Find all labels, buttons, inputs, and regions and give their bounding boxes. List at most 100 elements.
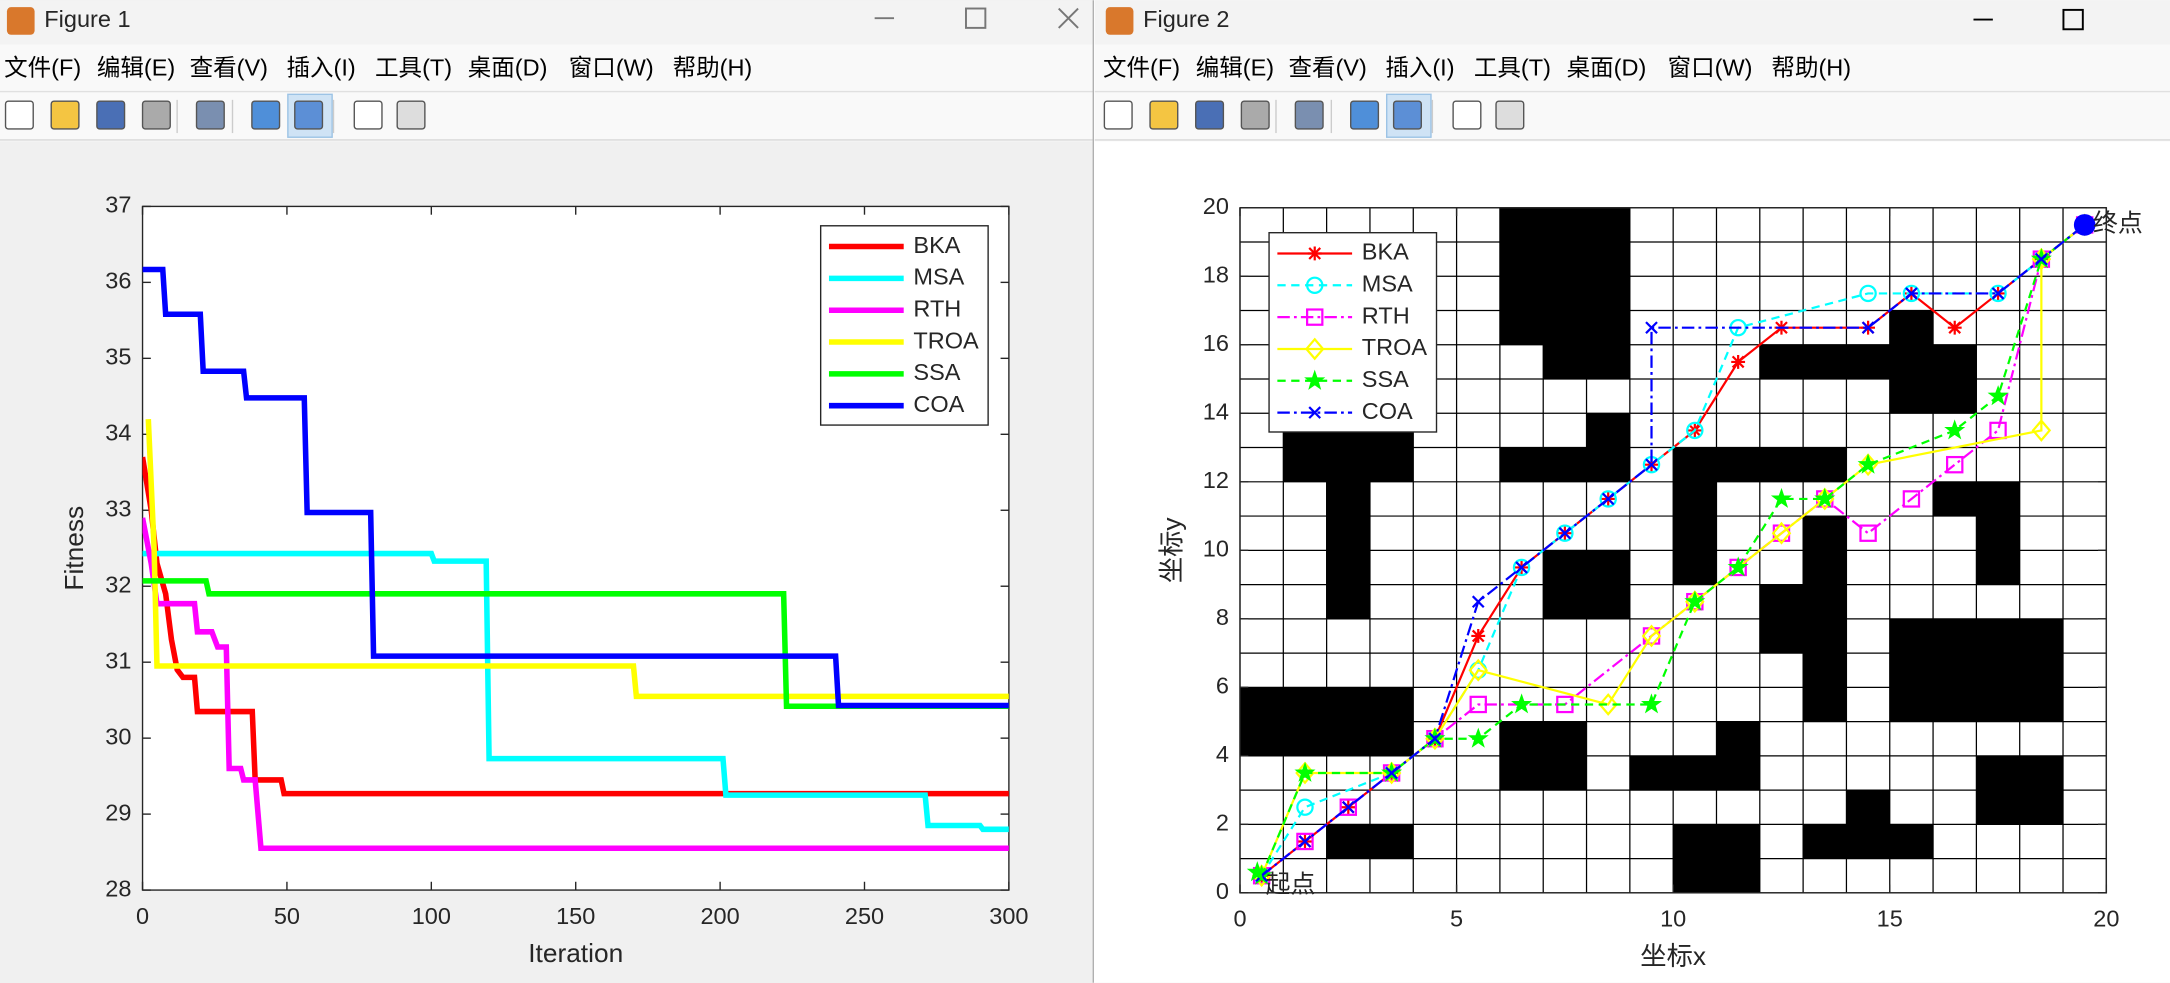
marker xyxy=(1861,321,1875,334)
y-tick-label: 37 xyxy=(105,192,131,218)
y-tick-label: 29 xyxy=(105,799,131,825)
toolbar-button[interactable] xyxy=(1149,100,1179,130)
menu-item[interactable]: 查看(V) xyxy=(1288,55,1366,81)
marker xyxy=(1686,421,1704,440)
legend-label: COA xyxy=(913,391,964,417)
y-tick-label: 20 xyxy=(1203,193,1229,219)
obstacle xyxy=(1673,481,1717,585)
x-axis-label: 坐标x xyxy=(1640,941,1706,971)
y-axis-label: Fitness xyxy=(59,506,89,591)
marker xyxy=(1515,561,1528,574)
menu-item[interactable]: 文件(F) xyxy=(1103,55,1180,81)
menu-item[interactable]: 桌面(D) xyxy=(1567,55,1647,81)
x-tick-label: 50 xyxy=(274,903,300,929)
marker xyxy=(2031,419,2052,442)
marker xyxy=(1857,453,1879,474)
y-tick-label: 2 xyxy=(1216,810,1229,836)
menu-item[interactable]: 工具(T) xyxy=(375,55,452,81)
marker xyxy=(1770,487,1792,508)
y-tick-label: 30 xyxy=(105,723,131,749)
marker xyxy=(1859,524,1877,542)
toolbar-button[interactable] xyxy=(1240,100,1270,130)
obstacle xyxy=(1629,755,1760,791)
marker xyxy=(1306,308,1324,326)
legend-label: MSA xyxy=(1362,271,1413,297)
toolbar-button[interactable] xyxy=(353,100,383,130)
toolbar-button[interactable] xyxy=(294,100,324,130)
y-tick-label: 35 xyxy=(105,344,131,370)
y-tick-label: 6 xyxy=(1216,673,1229,699)
marker xyxy=(1731,355,1746,369)
annotation: 终点 xyxy=(2093,209,2143,237)
marker xyxy=(1294,761,1316,782)
menu-item[interactable]: 编辑(E) xyxy=(97,55,175,81)
menu-item[interactable]: 窗口(W) xyxy=(1668,55,1753,81)
toolbar-button[interactable] xyxy=(141,100,171,130)
y-tick-label: 0 xyxy=(1216,878,1229,904)
x-tick-label: 250 xyxy=(845,903,884,929)
menu-item[interactable]: 帮助(H) xyxy=(673,55,753,81)
close-button[interactable] xyxy=(1058,7,1079,29)
maximize-button[interactable] xyxy=(965,7,987,29)
marker xyxy=(1339,798,1358,816)
legend-label: TROA xyxy=(1362,334,1428,360)
toolbar-button[interactable] xyxy=(1452,100,1482,130)
marker xyxy=(1902,490,1921,508)
window-title: Figure 2 xyxy=(1143,6,1229,32)
marker xyxy=(1304,369,1326,390)
marker xyxy=(1640,693,1663,714)
menu-item[interactable]: 窗口(W) xyxy=(569,55,654,81)
legend-label: SSA xyxy=(1362,366,1409,392)
menu-item[interactable]: 文件(F) xyxy=(4,55,81,81)
series-line xyxy=(142,578,1009,710)
toolbar-button[interactable] xyxy=(251,100,281,130)
toolbar-button[interactable] xyxy=(50,100,80,130)
x-tick-label: 10 xyxy=(1660,906,1686,932)
marker xyxy=(1428,732,1442,746)
marker xyxy=(1947,320,1962,335)
maximize-button[interactable] xyxy=(2062,8,2084,31)
obstacle xyxy=(1716,721,1760,756)
menu-item[interactable]: 查看(V) xyxy=(190,55,268,81)
toolbar-button[interactable] xyxy=(1195,100,1225,130)
obstacle xyxy=(1889,310,1934,345)
marker xyxy=(1556,524,1574,542)
menu-item[interactable]: 帮助(H) xyxy=(1771,55,1851,81)
toolbar-button[interactable] xyxy=(1294,100,1324,130)
toolbar-button[interactable] xyxy=(396,100,426,130)
y-tick-label: 31 xyxy=(105,647,131,673)
marker xyxy=(1468,658,1489,682)
series-line xyxy=(142,517,1009,852)
toolbar-button[interactable] xyxy=(4,100,34,130)
toolbar-button[interactable] xyxy=(1392,100,1422,130)
legend-label: SSA xyxy=(913,359,960,385)
marker xyxy=(1296,832,1314,851)
marker xyxy=(1641,624,1662,648)
toolbar-button[interactable] xyxy=(1495,100,1525,130)
marker xyxy=(1296,798,1314,816)
series-line xyxy=(142,550,1009,833)
marker xyxy=(1246,861,1268,882)
x-tick-label: 200 xyxy=(700,903,739,929)
x-tick-label: 0 xyxy=(1233,906,1246,932)
menu-item[interactable]: 插入(I) xyxy=(286,55,355,81)
toolbar-button[interactable] xyxy=(96,100,126,130)
toolbar-button[interactable] xyxy=(195,100,225,130)
y-tick-label: 4 xyxy=(1216,741,1229,767)
menu-item[interactable]: 桌面(D) xyxy=(468,55,548,81)
y-tick-label: 16 xyxy=(1203,330,1229,356)
menu-item[interactable]: 工具(T) xyxy=(1474,55,1551,81)
y-tick-label: 33 xyxy=(105,495,131,521)
title-bar xyxy=(1094,0,2170,45)
x-tick-label: 100 xyxy=(412,903,451,929)
marker xyxy=(1946,455,1964,474)
marker xyxy=(1771,521,1792,545)
toolbar-button[interactable] xyxy=(1350,100,1380,130)
menu-item[interactable]: 编辑(E) xyxy=(1196,55,1274,81)
x-tick-label: 150 xyxy=(556,903,595,929)
menu-item[interactable]: 插入(I) xyxy=(1385,55,1454,81)
legend-label: BKA xyxy=(1362,239,1409,265)
app-icon xyxy=(6,7,35,35)
toolbar-button[interactable] xyxy=(1103,100,1133,130)
marker xyxy=(1471,595,1485,609)
